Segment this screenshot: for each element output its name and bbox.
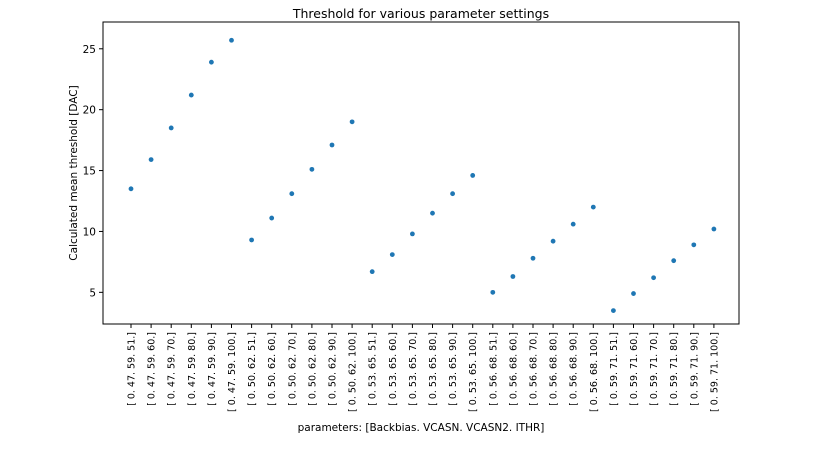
x-tick-label: [ 0. 59. 71. 60.] xyxy=(629,332,640,406)
plot-frame xyxy=(102,21,740,325)
data-point xyxy=(510,274,516,279)
y-tick-label: 20 xyxy=(83,105,96,117)
data-point xyxy=(470,173,476,178)
x-tick-label: [ 0. 59. 71. 70.] xyxy=(649,332,660,406)
y-tick-label: 15 xyxy=(83,166,96,178)
x-tick-label: [ 0. 56. 68. 90.] xyxy=(569,332,580,406)
x-tick-label: [ 0. 56. 68. 100.] xyxy=(589,332,600,412)
data-point xyxy=(631,291,636,296)
data-point xyxy=(148,157,154,163)
x-tick-label: [ 0. 50. 62. 51.] xyxy=(247,332,258,406)
x-tick-label: [ 0. 47. 59. 60.] xyxy=(147,332,158,406)
x-axis-label: parameters: [Backbias. VCASN. VCASN2. IT… xyxy=(298,422,545,434)
data-point xyxy=(168,125,174,131)
x-tick-label: [ 0. 53. 65. 51.] xyxy=(368,332,379,406)
data-point xyxy=(550,238,556,244)
data-point xyxy=(349,119,355,125)
x-tick-label: [ 0. 56. 68. 60.] xyxy=(508,332,519,406)
y-tick-label: 10 xyxy=(83,226,96,238)
x-tick-label: [ 0. 53. 65. 80.] xyxy=(428,332,439,406)
x-tick-label: [ 0. 53. 65. 100.] xyxy=(468,332,479,412)
data-point xyxy=(289,191,295,197)
data-point xyxy=(369,269,375,275)
x-tick-label: [ 0. 47. 59. 100.] xyxy=(227,332,238,412)
data-point xyxy=(229,37,234,43)
x-tick-label: [ 0. 56. 68. 80.] xyxy=(549,332,560,406)
x-tick-label: [ 0. 56. 68. 51.] xyxy=(488,332,499,406)
x-tick-label: [ 0. 59. 71. 100.] xyxy=(709,332,720,412)
x-tick-label: [ 0. 47. 59. 70.] xyxy=(167,332,178,406)
data-point xyxy=(128,186,134,192)
data-point xyxy=(671,258,677,264)
x-tick-label: [ 0. 53. 65. 60.] xyxy=(388,332,399,406)
x-tick-label: [ 0. 50. 62. 80.] xyxy=(307,332,318,406)
x-tick-label: [ 0. 53. 65. 70.] xyxy=(408,332,419,406)
x-tick-label: [ 0. 47. 59. 51.] xyxy=(127,332,138,406)
y-tick-label: 25 xyxy=(83,44,96,56)
data-point xyxy=(590,204,596,210)
data-point xyxy=(651,275,656,281)
data-point xyxy=(570,221,576,227)
data-point xyxy=(329,142,335,148)
data-point xyxy=(389,252,395,257)
data-point xyxy=(691,242,697,248)
x-tick-label: [ 0. 59. 71. 80.] xyxy=(669,332,680,406)
x-tick-label: [ 0. 47. 59. 80.] xyxy=(187,332,198,406)
x-tick-label: [ 0. 50. 62. 60.] xyxy=(267,332,278,406)
data-point xyxy=(249,237,255,243)
data-point xyxy=(309,166,315,172)
data-point xyxy=(188,92,194,98)
data-point xyxy=(430,210,435,216)
y-tick-label: 5 xyxy=(89,287,96,299)
x-tick-label: [ 0. 50. 62. 100.] xyxy=(348,332,359,412)
x-tick-label: [ 0. 53. 65. 90.] xyxy=(448,332,459,406)
chart-title: Threshold for various parameter settings xyxy=(292,6,549,21)
data-point xyxy=(530,255,536,261)
data-point xyxy=(269,215,275,221)
data-point xyxy=(209,59,214,65)
data-point xyxy=(410,231,415,237)
y-axis-label: Calculated mean threshold [DAC] xyxy=(68,85,80,260)
x-tick-label: [ 0. 56. 68. 70.] xyxy=(529,332,540,406)
data-point xyxy=(490,289,496,295)
x-tick-label: [ 0. 47. 59. 90.] xyxy=(207,332,218,406)
data-point xyxy=(450,191,455,197)
data-point xyxy=(611,308,616,314)
points-layer xyxy=(128,37,717,314)
data-point xyxy=(711,226,717,232)
x-tick-label: [ 0. 50. 62. 70.] xyxy=(287,332,298,406)
ticks-layer: 5 10 15 20 25 [ 0. 47. 59. 51.] [ 0. 47. 59. 6… xyxy=(83,44,721,412)
x-tick-label: [ 0. 50. 62. 90.] xyxy=(328,332,339,406)
x-tick-label: [ 0. 59. 71. 90.] xyxy=(689,332,700,406)
x-tick-label: [ 0. 59. 71. 51.] xyxy=(609,332,620,406)
